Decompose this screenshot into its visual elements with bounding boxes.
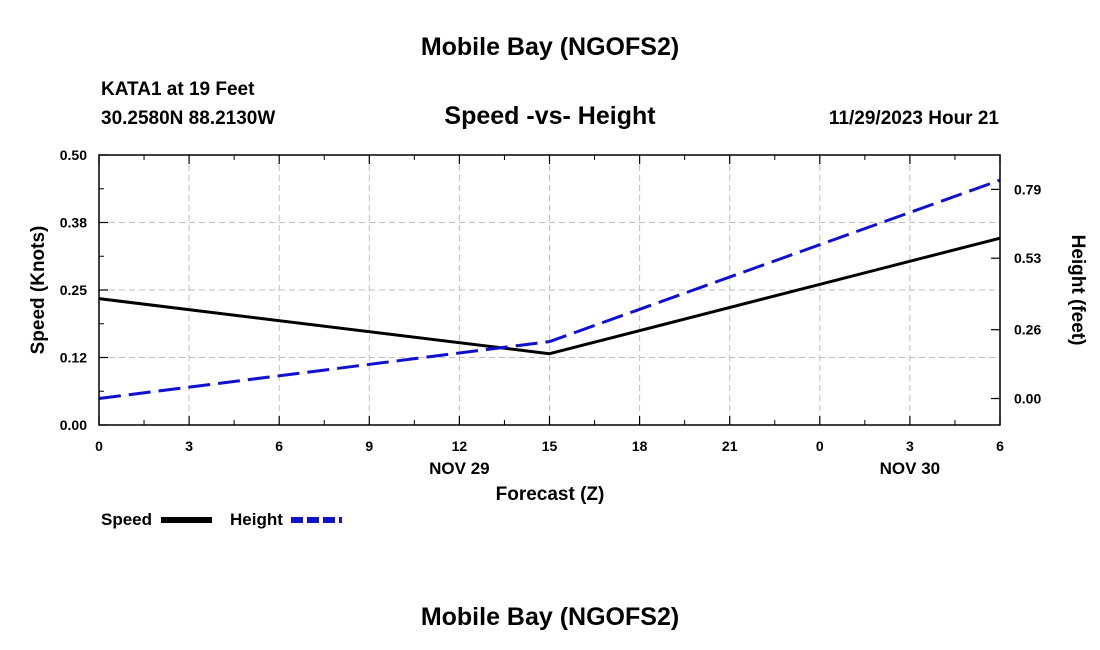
y2-tick-label: 0.79 — [1014, 181, 1041, 197]
series-layer — [98, 178, 1001, 401]
grid — [99, 155, 1000, 425]
legend: Speed Height — [101, 510, 342, 529]
y-tick-label: 0.00 — [60, 417, 87, 433]
y-axis-label: Speed (Knots) — [28, 226, 49, 355]
x-tick-label: 9 — [365, 438, 373, 454]
y-tick-label: 0.25 — [60, 282, 87, 298]
x-tick-label: 3 — [185, 438, 193, 454]
x-date-label: NOV 29 — [429, 459, 489, 478]
x-axis-label: Forecast (Z) — [496, 484, 605, 505]
series-line-speed — [98, 236, 1001, 356]
series-line-height — [98, 178, 1001, 401]
x-tick-label: 0 — [95, 438, 103, 454]
x-tick-label: 12 — [452, 438, 468, 454]
x-tick-label: 18 — [632, 438, 648, 454]
y2-tick-label: 0.00 — [1014, 391, 1041, 407]
y-tick-label: 0.38 — [60, 215, 87, 231]
y-tick-label: 0.50 — [60, 147, 87, 163]
x-date-label: NOV 30 — [880, 459, 940, 478]
chart-title: Speed -vs- Height — [444, 102, 656, 130]
x-tick-label: 15 — [542, 438, 558, 454]
page-title: Mobile Bay (NGOFS2) — [421, 33, 679, 61]
timestamp-label: 11/29/2023 Hour 21 — [829, 108, 999, 129]
location-label: 30.2580N 88.2130W — [101, 108, 275, 129]
legend-label-speed: Speed — [101, 510, 152, 529]
footer-title: Mobile Bay (NGOFS2) — [421, 603, 679, 631]
x-tick-label: 21 — [722, 438, 738, 454]
y2-tick-label: 0.53 — [1014, 250, 1041, 266]
x-tick-label: 0 — [816, 438, 824, 454]
y2-tick-label: 0.26 — [1014, 322, 1041, 338]
x-tick-label: 6 — [275, 438, 283, 454]
y-tick-label: 0.12 — [60, 350, 87, 366]
station-label: KATA1 at 19 Feet — [101, 79, 255, 100]
axes: 0 3 6 9 12 15 18 21 0 3 6 NOV 29 NOV 30 0.00 0.12 0.25 0… — [60, 147, 1042, 478]
y2-axis-label: Height (feet) — [1067, 235, 1088, 346]
x-tick-label: 6 — [996, 438, 1004, 454]
legend-label-height: Height — [230, 510, 283, 529]
x-tick-label: 3 — [906, 438, 914, 454]
